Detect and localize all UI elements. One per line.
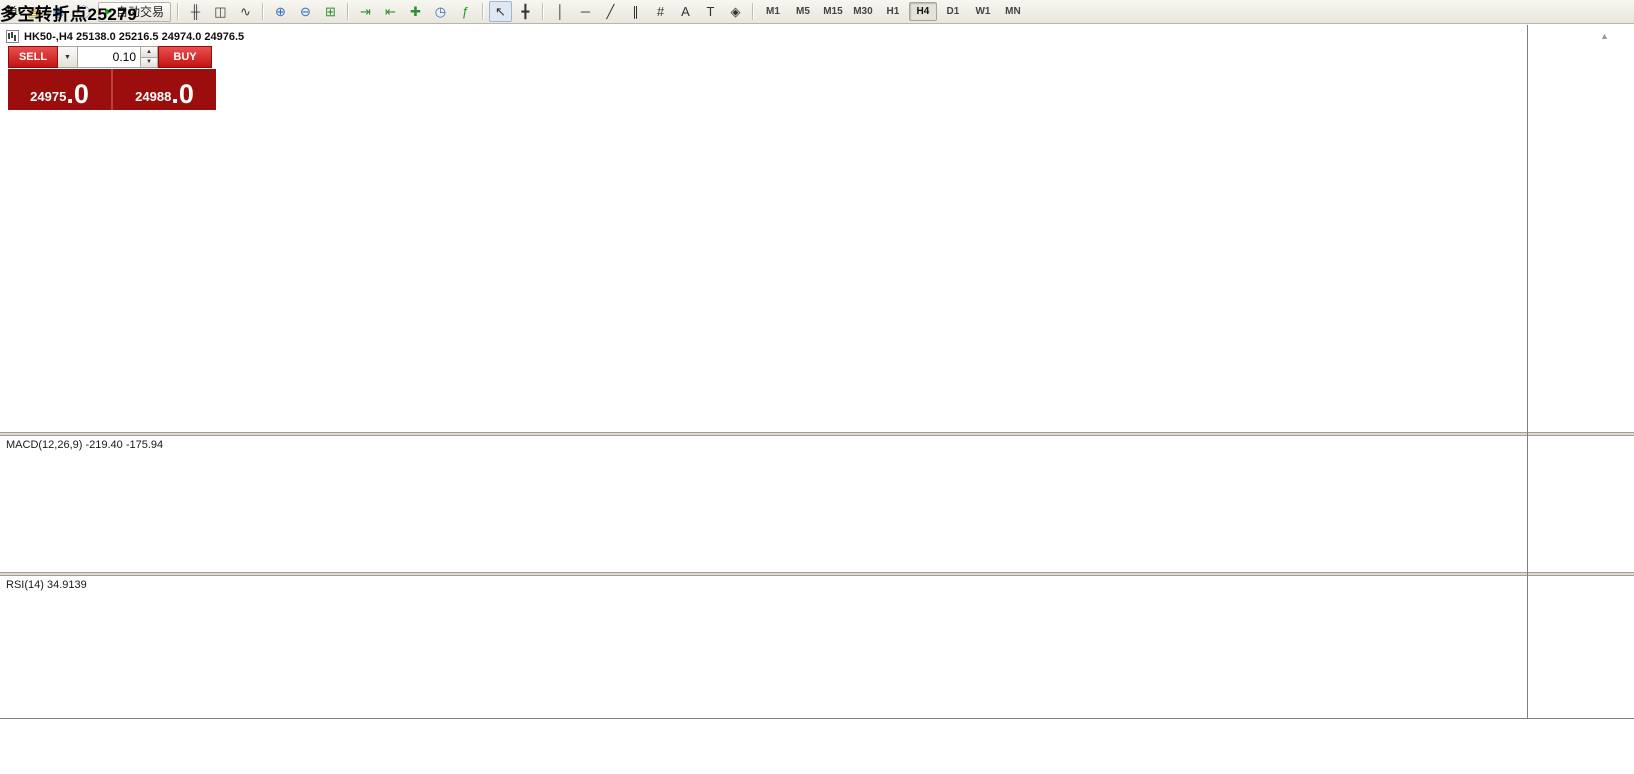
bar-chart-icon[interactable]: ╫	[190, 4, 201, 19]
macd-label: MACD(12,26,9) -219.40 -175.94	[6, 439, 163, 451]
new-order-icon[interactable]: ▤	[27, 3, 40, 19]
rsi-label: RSI(14) 34.9139	[6, 579, 87, 591]
time-axis	[0, 718, 1634, 741]
market-watch-icon[interactable]: ◉	[52, 3, 65, 19]
macd-value-main: -219.40	[85, 439, 123, 451]
volume-stepper: ▲ ▼	[141, 46, 158, 68]
autotrading-label: 自动交易	[115, 5, 164, 19]
timeframe-d1-button[interactable]: D1	[946, 6, 960, 17]
candlestick-icon[interactable]: ◫	[214, 3, 227, 19]
zoom-in-icon[interactable]: ⊕	[275, 3, 286, 19]
sell-price-fraction: .0	[66, 79, 89, 110]
periods-icon[interactable]: ◷	[434, 3, 447, 19]
panel-splitter[interactable]	[0, 572, 1634, 576]
one-click-trading-panel: SELL ▼ ▲ ▼ BUY 24975 .0 24988 .0	[8, 46, 216, 110]
timeframe-m30-button[interactable]: M30	[853, 6, 873, 17]
toolbar: 单 ▤ ◉ ⓘ ▶ 自动交易 ╫ ◫ ∿ ⊕ ⊖ ⊞ ⇥ ⇤ ✚ ◷ ƒ ↖ ╋ │ ─ ╱ ∥ # A T ◈ M1 M5 M15 M3…	[0, 0, 1634, 24]
timeframe-h4-button[interactable]: H4	[908, 2, 937, 21]
separator	[541, 3, 544, 20]
volume-decrease-button[interactable]: ▼	[141, 56, 157, 67]
new-chart-icon[interactable]: ✚	[410, 3, 421, 19]
indicators-icon[interactable]: ƒ	[461, 4, 470, 19]
separator	[176, 3, 179, 20]
tile-windows-icon[interactable]: ⊞	[325, 3, 336, 19]
toolbar-icons: 单 ▤ ◉ ⓘ ▶ 自动交易 ╫ ◫ ∿ ⊕ ⊖ ⊞ ⇥ ⇤ ✚ ◷ ƒ ↖ ╋ │ ─ ╱ ∥ # A T ◈	[3, 1, 758, 22]
buy-price-main: 24988	[135, 89, 172, 104]
macd-canvas[interactable]	[0, 436, 1527, 572]
separator	[261, 3, 264, 20]
timeframe-m5-button[interactable]: M5	[796, 6, 810, 17]
autotrading-button[interactable]: ▶ 自动交易	[98, 1, 171, 22]
buy-price[interactable]: 24988 .0	[113, 69, 216, 110]
timeframe-h1-button[interactable]: H1	[886, 6, 900, 17]
rsi-canvas[interactable]	[0, 576, 1527, 718]
autotrading-icon: ▶	[105, 6, 112, 16]
line-chart-icon[interactable]: ∿	[240, 3, 251, 19]
toolbar-partial-label: 单	[6, 5, 19, 19]
panel-splitter[interactable]	[0, 432, 1634, 436]
timeframe-m15-button[interactable]: M15	[823, 6, 843, 17]
sell-button[interactable]: SELL	[8, 46, 58, 68]
volume-input[interactable]	[78, 46, 141, 68]
vertical-line-icon[interactable]: │	[556, 4, 565, 19]
timeframe-m1-button[interactable]: M1	[766, 6, 780, 17]
macd-value-signal: -175.94	[125, 439, 164, 451]
text-icon[interactable]: A	[681, 4, 690, 19]
sell-price[interactable]: 24975 .0	[8, 69, 111, 110]
timeframe-mn-button[interactable]: MN	[1005, 6, 1021, 17]
horizontal-line-icon[interactable]: ─	[580, 4, 591, 19]
price-divider	[111, 69, 113, 110]
auto-scroll-icon[interactable]: ⇥	[360, 3, 371, 19]
shapes-icon[interactable]: ◈	[730, 3, 741, 19]
chart-shift-icon[interactable]: ⇤	[385, 3, 396, 19]
separator	[751, 3, 754, 20]
sell-price-main: 24975	[30, 89, 67, 104]
volume-dropdown-button[interactable]: ▼	[58, 46, 78, 68]
label-icon[interactable]: T	[706, 4, 715, 19]
rsi-name: RSI(14)	[6, 579, 44, 591]
trendline-icon[interactable]: ╱	[606, 3, 615, 19]
fibonacci-icon[interactable]: #	[656, 4, 665, 19]
rsi-value: 34.9139	[46, 579, 87, 591]
timeframe-w1-button[interactable]: W1	[975, 6, 991, 17]
separator	[481, 3, 484, 20]
scroll-marker-icon[interactable]: ▲	[1600, 31, 1609, 41]
chart-annotation-text[interactable]: 多空转折点25279	[0, 5, 138, 24]
data-window-icon[interactable]: ⓘ	[77, 5, 91, 20]
main-chart-canvas[interactable]	[0, 25, 1527, 432]
volume-increase-button[interactable]: ▲	[141, 47, 157, 57]
cursor-icon[interactable]: ↖	[488, 1, 512, 22]
chart-title: HK50-,H4 25138.0 25216.5 24974.0 24976.5	[6, 30, 244, 43]
zoom-out-icon[interactable]: ⊖	[300, 3, 311, 19]
timeframe-buttons: M1 M5 M15 M30 H1 H4 D1 W1 MN	[758, 2, 1028, 21]
macd-name: MACD(12,26,9)	[6, 439, 83, 451]
chart-title-text: HK50-,H4 25138.0 25216.5 24974.0 24976.5	[24, 30, 245, 43]
buy-button[interactable]: BUY	[158, 46, 212, 68]
channel-icon[interactable]: ∥	[632, 3, 639, 19]
crosshair-icon[interactable]: ╋	[521, 3, 530, 19]
separator	[346, 3, 349, 20]
chart-icon	[6, 30, 19, 43]
price-display: 24975 .0 24988 .0	[8, 69, 216, 110]
buy-price-fraction: .0	[171, 79, 194, 110]
price-axis-border	[1527, 25, 1528, 741]
